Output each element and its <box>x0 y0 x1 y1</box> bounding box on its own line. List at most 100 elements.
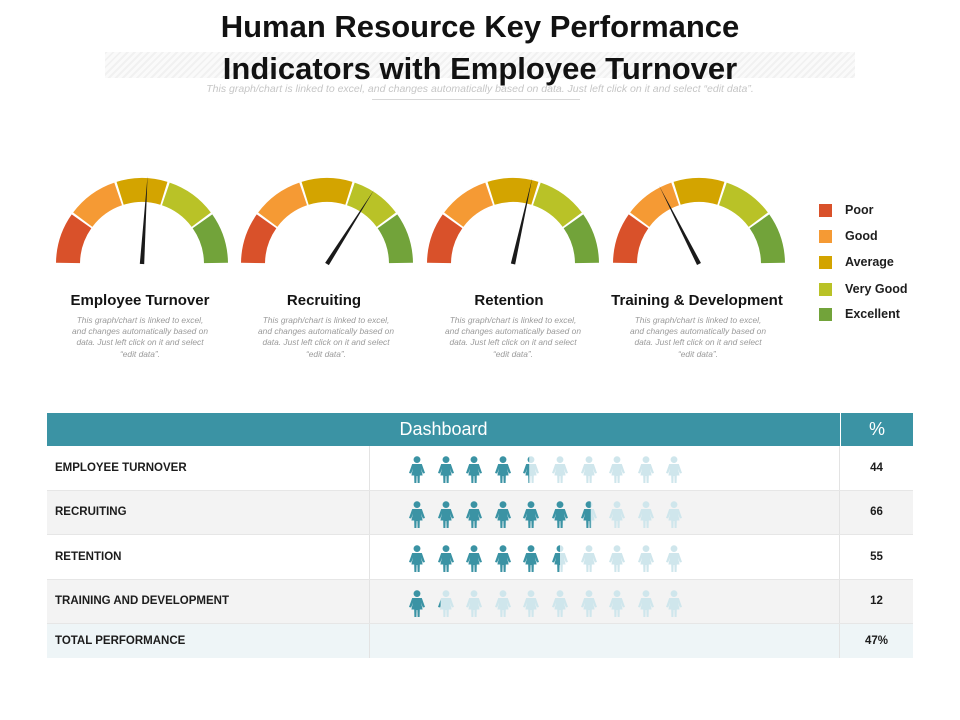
gauge-segment <box>56 214 92 264</box>
gauge-segment <box>241 214 277 264</box>
title-band <box>105 52 855 78</box>
gauge-description: This graph/chart is linked to excel, and… <box>445 315 581 359</box>
legend-label: Average <box>845 255 894 269</box>
person-icon <box>409 456 425 483</box>
person-icon <box>552 589 568 617</box>
person-icon <box>637 589 654 617</box>
legend-label: Very Good <box>845 282 908 296</box>
legend-swatch <box>819 283 832 296</box>
legend-item-poor: Poor <box>819 202 939 218</box>
person-icon-bar <box>369 579 840 623</box>
gauge-needle <box>510 178 533 265</box>
legend-label: Excellent <box>845 307 900 321</box>
gauge-employee-turnover <box>56 176 228 265</box>
person-icon <box>637 456 654 483</box>
person-icon-bar <box>369 490 840 534</box>
person-icon <box>609 456 626 483</box>
person-icon-bar <box>369 446 840 490</box>
subtitle-divider <box>372 99 580 100</box>
legend-label: Good <box>845 229 878 243</box>
person-icon <box>494 589 511 617</box>
person-icon <box>609 589 626 617</box>
row-percent: 55 <box>870 550 883 563</box>
page-title: Human Resource Key Performance Indicator… <box>220 9 740 86</box>
gauge-segment <box>73 182 123 227</box>
gauge-needle <box>325 189 375 266</box>
row-name: TRAINING AND DEVELOPMENT <box>55 595 229 608</box>
gauge-segment <box>161 182 211 227</box>
gauge-segment <box>613 214 649 264</box>
person-icon-bar <box>369 535 840 579</box>
person-icon <box>523 545 540 572</box>
legend-label: Poor <box>845 203 874 217</box>
person-icon <box>466 500 483 528</box>
table-row: RECRUITING 66 <box>47 490 913 535</box>
person-icon <box>437 589 454 617</box>
gauge-row: Employee Turnover Recruiting Retention T… <box>56 176 785 359</box>
gauge-segment <box>630 182 680 227</box>
legend-swatch <box>819 230 832 243</box>
dashboard-table: Dashboard % EMPLOYEE TURNOVER 44 RECRUIT… <box>47 413 913 658</box>
row-name: EMPLOYEE TURNOVER <box>55 461 187 474</box>
person-icon <box>409 589 425 617</box>
person-icon <box>437 456 454 483</box>
legend-item-good: Good <box>819 228 939 244</box>
gauge-label: Retention <box>474 292 544 309</box>
gauge-segment <box>532 182 582 227</box>
person-icon <box>666 545 683 572</box>
person-icon <box>666 456 683 483</box>
legend-item-excellent: Excellent <box>819 306 939 322</box>
table-header-dashboard: Dashboard <box>399 419 488 439</box>
legend-swatch <box>819 308 832 321</box>
legend-swatch <box>819 204 832 217</box>
person-icon <box>609 545 626 572</box>
person-icon <box>552 545 568 572</box>
person-icon <box>523 500 540 528</box>
person-icon <box>580 456 597 483</box>
table-header: Dashboard % <box>47 413 913 446</box>
person-icon <box>409 545 425 572</box>
person-icon <box>494 456 511 483</box>
gauge-segment <box>444 182 494 227</box>
gauge-description: This graph/chart is linked to excel, and… <box>630 315 766 359</box>
person-icon <box>523 589 540 617</box>
person-icon <box>552 500 568 528</box>
gauge-segment <box>377 214 413 264</box>
total-blank-cell <box>369 624 840 658</box>
gauge-training-development <box>613 178 785 265</box>
person-icon <box>437 545 454 572</box>
gauge-segment <box>487 178 539 205</box>
gauge-segment <box>563 214 599 264</box>
person-icon <box>466 545 483 572</box>
gauge-label: Training & Development <box>611 292 783 309</box>
total-percent: 47% <box>864 635 889 647</box>
gauge-segment <box>301 178 353 205</box>
person-icon <box>466 456 483 483</box>
person-icon <box>409 500 425 528</box>
row-percent: 12 <box>870 595 883 608</box>
gauge-segment <box>749 214 785 264</box>
row-name: RETENTION <box>55 550 122 563</box>
person-icon <box>580 500 597 528</box>
gauge-segment <box>718 182 768 227</box>
person-icon <box>580 589 597 617</box>
gauge-segment <box>673 178 725 205</box>
person-icon <box>580 545 597 572</box>
person-icon <box>637 545 654 572</box>
person-icon <box>666 500 683 528</box>
person-icon <box>666 589 683 617</box>
table-row: EMPLOYEE TURNOVER 44 <box>47 446 913 491</box>
row-percent: 44 <box>870 461 883 474</box>
table-row-total: TOTAL PERFORMANCE 47% <box>47 624 913 658</box>
gauge-label: Recruiting <box>286 292 362 309</box>
table-header-percent: % <box>840 413 913 446</box>
person-icon <box>552 456 568 483</box>
gauge-segment <box>116 178 168 205</box>
gauge-needle <box>659 185 701 265</box>
person-icon <box>494 545 511 572</box>
gauge-segment <box>427 214 463 264</box>
total-label: TOTAL PERFORMANCE <box>55 635 186 647</box>
legend-swatch <box>819 256 832 269</box>
gauge-segment <box>346 182 396 227</box>
gauge-description: This graph/chart is linked to excel, and… <box>258 315 394 359</box>
